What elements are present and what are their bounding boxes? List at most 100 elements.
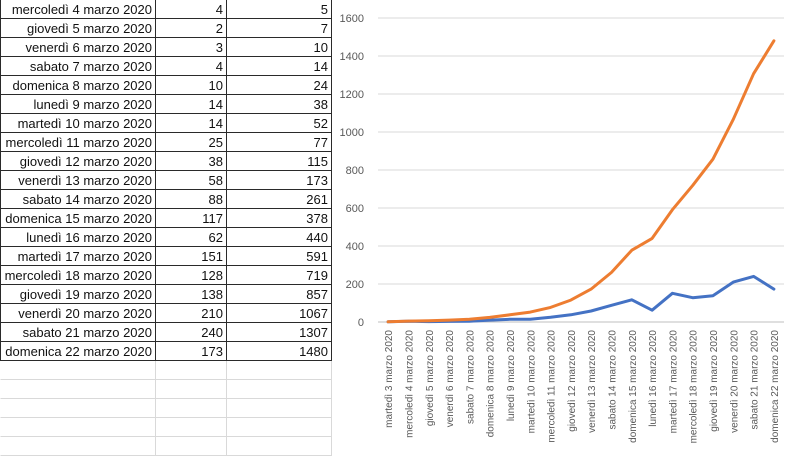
date-cell[interactable]: venerdì 13 marzo 2020 (0, 171, 156, 190)
x-tick-label: martedì 10 marzo 2020 (526, 330, 537, 434)
cumulative-value-cell[interactable]: 77 (227, 133, 332, 152)
cumulative-value-cell[interactable]: 115 (227, 152, 332, 171)
cumulative-value-cell[interactable]: 10 (227, 38, 332, 57)
date-cell[interactable]: sabato 14 marzo 2020 (0, 190, 156, 209)
y-tick-label: 200 (346, 279, 364, 291)
empty-cell[interactable] (156, 380, 227, 399)
cumulative-value-cell[interactable]: 173 (227, 171, 332, 190)
cumulative-value-cell[interactable]: 38 (227, 95, 332, 114)
empty-cell[interactable] (227, 399, 332, 418)
data-point (590, 310, 592, 312)
empty-row (0, 399, 334, 418)
empty-cell[interactable] (156, 437, 227, 456)
daily-value-cell[interactable]: 2 (156, 19, 227, 38)
date-cell[interactable]: venerdì 6 marzo 2020 (0, 38, 156, 57)
series-lines (386, 39, 776, 324)
data-point (590, 288, 592, 290)
empty-cell[interactable] (0, 399, 156, 418)
daily-value-cell[interactable]: 117 (156, 209, 227, 228)
daily-value-cell[interactable]: 14 (156, 95, 227, 114)
daily-value-cell[interactable]: 14 (156, 114, 227, 133)
daily-value-cell[interactable]: 151 (156, 247, 227, 266)
date-cell[interactable]: lunedì 9 marzo 2020 (0, 95, 156, 114)
daily-value-cell[interactable]: 240 (156, 323, 227, 342)
date-cell[interactable]: giovedì 19 marzo 2020 (0, 285, 156, 304)
date-cell[interactable]: martedì 17 marzo 2020 (0, 247, 156, 266)
data-point (610, 271, 612, 273)
daily-value-cell[interactable]: 210 (156, 304, 227, 323)
date-cell[interactable]: domenica 15 marzo 2020 (0, 209, 156, 228)
cumulative-value-cell[interactable]: 591 (227, 247, 332, 266)
cumulative-value-cell[interactable]: 7 (227, 19, 332, 38)
cumulative-value-cell[interactable]: 24 (227, 76, 332, 95)
cumulative-value-cell[interactable]: 719 (227, 266, 332, 285)
daily-value-cell[interactable]: 173 (156, 342, 227, 361)
data-point (509, 314, 511, 316)
cumulative-value-cell[interactable]: 52 (227, 114, 332, 133)
cumulative-value-cell[interactable]: 1307 (227, 323, 332, 342)
empty-cell[interactable] (227, 361, 332, 380)
data-point (692, 297, 694, 299)
daily-value-cell[interactable]: 38 (156, 152, 227, 171)
date-cell[interactable]: sabato 21 marzo 2020 (0, 323, 156, 342)
empty-row (0, 418, 334, 437)
daily-value-cell[interactable]: 4 (156, 0, 227, 19)
cumulative-value-cell[interactable]: 440 (227, 228, 332, 247)
cumulative-value-cell[interactable]: 5 (227, 0, 332, 19)
cumulative-value-cell[interactable]: 1067 (227, 304, 332, 323)
empty-cell[interactable] (227, 380, 332, 399)
date-cell[interactable]: lunedì 16 marzo 2020 (0, 228, 156, 247)
empty-row (0, 437, 334, 456)
daily-value-cell[interactable]: 25 (156, 133, 227, 152)
date-cell[interactable]: mercoledì 18 marzo 2020 (0, 266, 156, 285)
empty-cell[interactable] (156, 361, 227, 380)
table-row: venerdì 6 marzo 2020 3 10 (0, 38, 334, 57)
empty-cell[interactable] (0, 361, 156, 380)
table-row: martedì 17 marzo 2020 151 591 (0, 247, 334, 266)
cumulative-value-cell[interactable]: 378 (227, 209, 332, 228)
daily-value-cell[interactable]: 4 (156, 57, 227, 76)
date-cell[interactable]: venerdì 20 marzo 2020 (0, 304, 156, 323)
daily-value-cell[interactable]: 128 (156, 266, 227, 285)
cumulative-value-cell[interactable]: 261 (227, 190, 332, 209)
data-point (550, 306, 552, 308)
empty-cell[interactable] (156, 399, 227, 418)
date-cell[interactable]: domenica 22 marzo 2020 (0, 342, 156, 361)
daily-value-cell[interactable]: 10 (156, 76, 227, 95)
empty-cell[interactable] (0, 380, 156, 399)
x-tick-label: giovedì 12 marzo 2020 (567, 330, 578, 432)
cumulative-value-cell[interactable]: 857 (227, 285, 332, 304)
daily-value-cell[interactable]: 62 (156, 228, 227, 247)
empty-cell[interactable] (227, 437, 332, 456)
data-point (468, 318, 470, 320)
x-tick-label: lunedì 9 marzo 2020 (506, 330, 517, 422)
date-cell[interactable]: domenica 8 marzo 2020 (0, 76, 156, 95)
date-cell[interactable]: giovedì 12 marzo 2020 (0, 152, 156, 171)
empty-cell[interactable] (227, 418, 332, 437)
daily-value-cell[interactable]: 3 (156, 38, 227, 57)
daily-value-cell[interactable]: 58 (156, 171, 227, 190)
x-tick-label: giovedì 19 marzo 2020 (709, 330, 720, 432)
x-tick-label: domenica 22 marzo 2020 (770, 330, 781, 443)
date-cell[interactable]: giovedì 5 marzo 2020 (0, 19, 156, 38)
x-tick-label: sabato 7 marzo 2020 (465, 330, 476, 424)
date-cell[interactable]: sabato 7 marzo 2020 (0, 57, 156, 76)
empty-cell[interactable] (0, 437, 156, 456)
date-cell[interactable]: martedì 10 marzo 2020 (0, 114, 156, 133)
table-row: mercoledì 11 marzo 2020 25 77 (0, 133, 334, 152)
empty-cell[interactable] (0, 418, 156, 437)
data-point (651, 309, 653, 311)
daily-value-cell[interactable]: 88 (156, 190, 227, 209)
cumulative-value-cell[interactable]: 1480 (227, 342, 332, 361)
date-cell[interactable]: mercoledì 4 marzo 2020 (0, 0, 156, 19)
y-tick-label: 1000 (340, 127, 364, 139)
cumulative-value-cell[interactable]: 14 (227, 57, 332, 76)
date-cell[interactable]: mercoledì 11 marzo 2020 (0, 133, 156, 152)
table-row: venerdì 13 marzo 2020 58 173 (0, 171, 334, 190)
y-axis-ticks: 0 200 400 600 800 1000 1200 1400 1600 (340, 13, 364, 329)
daily-value-cell[interactable]: 138 (156, 285, 227, 304)
empty-cell[interactable] (156, 418, 227, 437)
x-tick-label: mercoledì 18 marzo 2020 (689, 330, 700, 444)
data-point (712, 158, 714, 160)
x-tick-label: venerdì 13 marzo 2020 (587, 330, 598, 433)
